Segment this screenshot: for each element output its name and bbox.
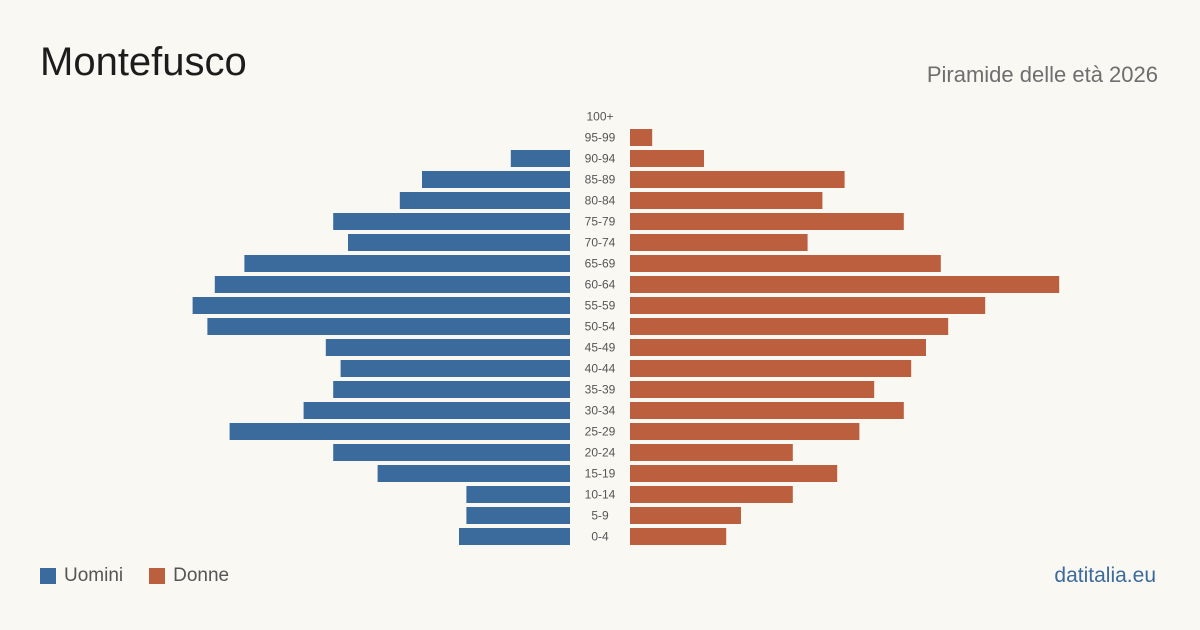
age-label-50-54: 50-54: [585, 320, 616, 334]
bar-male-50-54: [207, 318, 570, 335]
population-pyramid-chart: 100+ 95-99 90-94 85-89 80-84 75-79 70-74 65-69 6…: [192, 110, 1060, 545]
legend-swatch-male: [40, 568, 56, 584]
age-label-90-94: 90-94: [585, 152, 616, 166]
bar-male-30-34: [303, 402, 570, 419]
chart-subtitle: Piramide delle età 2026: [926, 62, 1158, 87]
age-label-35-39: 35-39: [585, 383, 616, 397]
bar-male-85-89: [422, 171, 570, 188]
bar-male-25-29: [229, 423, 570, 440]
bar-female-75-79: [630, 213, 904, 230]
bar-female-95-99: [630, 129, 653, 146]
bar-female-90-94: [630, 150, 704, 167]
age-label-20-24: 20-24: [585, 446, 616, 460]
bar-female-20-24: [630, 444, 793, 461]
age-label-95-99: 95-99: [585, 131, 616, 145]
age-label-0-4: 0-4: [591, 530, 609, 544]
chart-title: Montefusco: [40, 40, 247, 84]
bar-female-85-89: [630, 171, 845, 188]
legend-item-female: Donne: [149, 565, 229, 587]
bar-female-40-44: [630, 360, 912, 377]
bar-male-75-79: [333, 213, 570, 230]
bar-male-45-49: [325, 339, 570, 356]
legend: Uomini Donne: [40, 565, 255, 587]
bar-male-55-59: [192, 297, 570, 314]
bar-male-20-24: [333, 444, 570, 461]
age-label-25-29: 25-29: [585, 425, 616, 439]
legend-label-male: Uomini: [64, 565, 124, 586]
age-label-55-59: 55-59: [585, 299, 616, 313]
age-label-65-69: 65-69: [585, 257, 616, 271]
age-label-85-89: 85-89: [585, 173, 616, 187]
bar-male-15-19: [377, 465, 570, 482]
bar-female-55-59: [630, 297, 986, 314]
bar-female-35-39: [630, 381, 875, 398]
bar-female-80-84: [630, 192, 823, 209]
age-label-40-44: 40-44: [585, 362, 616, 376]
bar-female-5-9: [630, 507, 741, 524]
age-label-60-64: 60-64: [585, 278, 616, 292]
bar-female-60-64: [630, 276, 1060, 293]
bar-male-0-4: [459, 528, 570, 545]
legend-swatch-female: [149, 568, 166, 584]
brand-link[interactable]: datitalia.eu: [1054, 564, 1156, 587]
age-label-100plus: 100+: [586, 110, 613, 124]
bar-female-50-54: [630, 318, 949, 335]
bar-male-40-44: [340, 360, 570, 377]
bar-female-45-49: [630, 339, 926, 356]
legend-item-male: Uomini: [40, 565, 123, 587]
bar-male-5-9: [466, 507, 570, 524]
bar-female-15-19: [630, 465, 838, 482]
age-label-10-14: 10-14: [585, 488, 616, 502]
bar-male-60-64: [214, 276, 571, 293]
bar-male-10-14: [466, 486, 570, 503]
bar-male-90-94: [510, 150, 570, 167]
bar-male-35-39: [333, 381, 570, 398]
age-label-30-34: 30-34: [585, 404, 616, 418]
bar-female-65-69: [630, 255, 941, 272]
age-label-70-74: 70-74: [585, 236, 616, 250]
bar-male-70-74: [348, 234, 570, 251]
bar-female-30-34: [630, 402, 904, 419]
bar-female-0-4: [630, 528, 727, 545]
legend-label-female: Donne: [173, 565, 230, 586]
bar-male-65-69: [244, 255, 570, 272]
age-label-5-9: 5-9: [591, 509, 609, 523]
bar-female-25-29: [630, 423, 860, 440]
age-label-15-19: 15-19: [585, 467, 616, 481]
age-label-75-79: 75-79: [585, 215, 616, 229]
bar-male-80-84: [399, 192, 570, 209]
bar-female-10-14: [630, 486, 793, 503]
age-label-80-84: 80-84: [585, 194, 616, 208]
bar-female-70-74: [630, 234, 808, 251]
age-label-45-49: 45-49: [585, 341, 616, 355]
